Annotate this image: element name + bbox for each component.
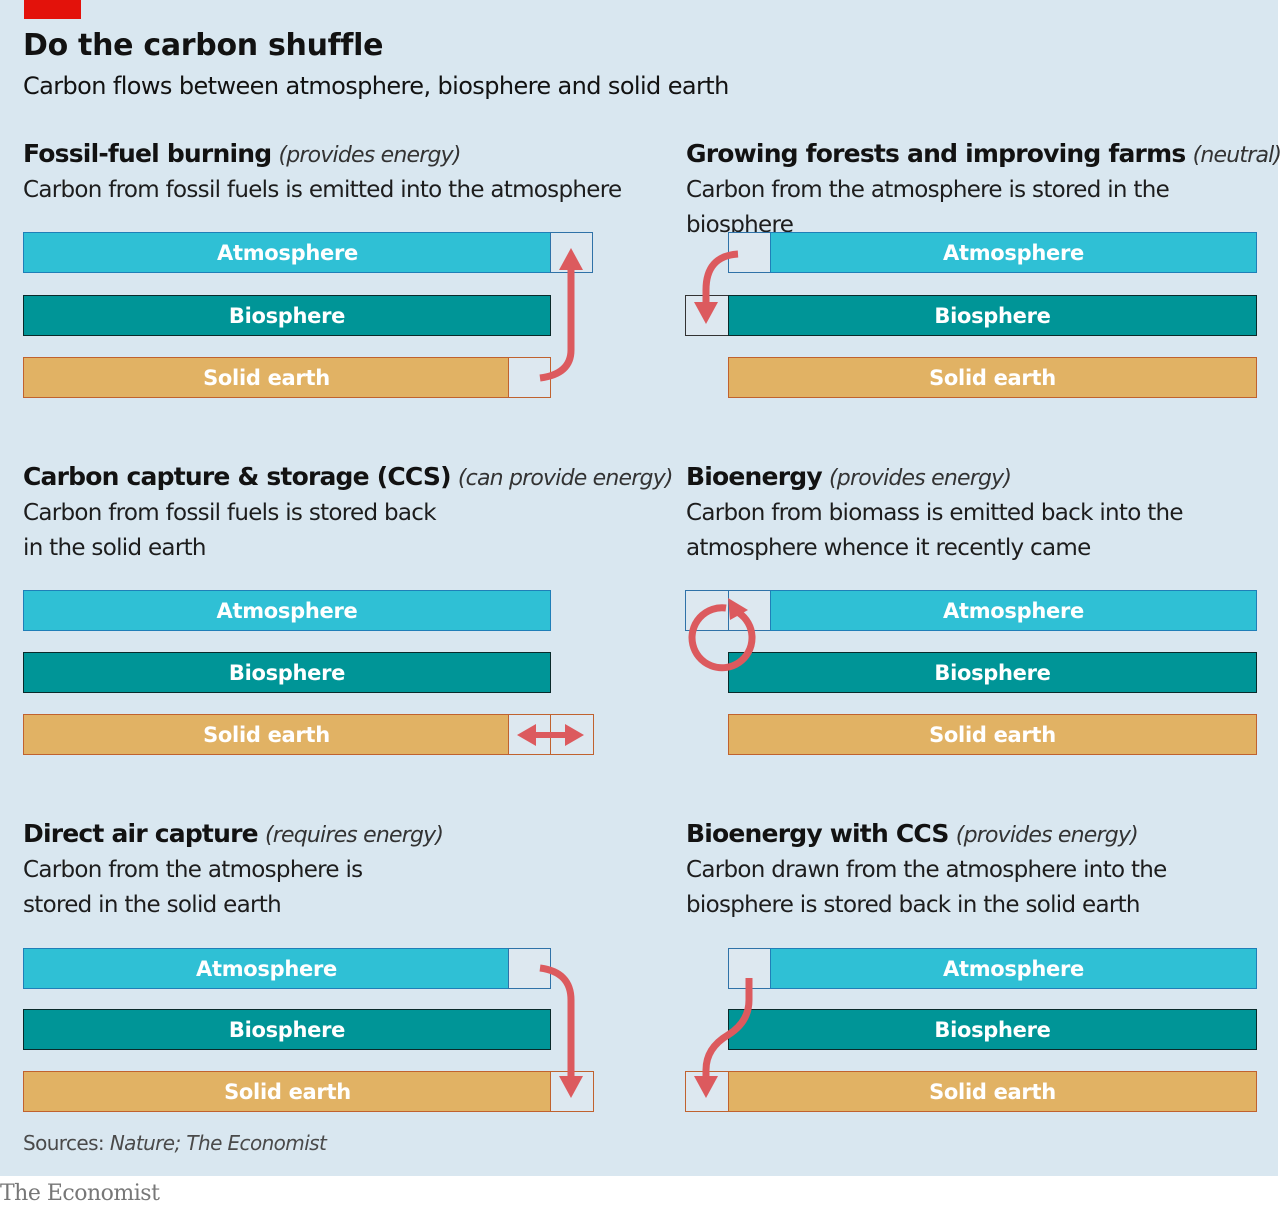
scenario-description: Carbon from fossil fuels is stored back …: [23, 500, 437, 561]
scenario-beccs: Bioenergy with CCS (provides energy) Car…: [686, 817, 1167, 923]
atmosphere-slot: [550, 232, 593, 273]
scenario-description: Carbon from biomass is emitted back into…: [686, 500, 1184, 561]
scenario-heading: Growing forests and improving farms (neu…: [686, 137, 1280, 173]
atmosphere-slot: [685, 590, 730, 631]
scenario-qualifier: (can provide energy): [457, 466, 674, 491]
scenario-qualifier: (requires energy): [264, 823, 444, 848]
biosphere-bar: Biosphere: [23, 1009, 551, 1050]
biosphere-bar: Biosphere: [728, 652, 1257, 693]
scenario-description: Carbon drawn from the atmosphere into th…: [686, 857, 1167, 918]
solid-earth-bar: Solid earth: [728, 714, 1257, 755]
scenario-bioenergy: Bioenergy (provides energy) Carbon from …: [686, 460, 1184, 566]
solid-earth-bar: Solid earth: [23, 714, 510, 755]
scenario-qualifier: (provides energy): [955, 823, 1139, 848]
atmosphere-bar: Atmosphere: [23, 948, 510, 989]
solid-earth-slot: [550, 1071, 594, 1112]
scenario-title: Carbon capture & storage (CCS): [23, 462, 452, 491]
scenario-title: Growing forests and improving farms: [686, 139, 1186, 168]
atmosphere-slot: [728, 948, 772, 989]
atmosphere-bar: Atmosphere: [770, 232, 1257, 273]
scenario-qualifier: (provides energy): [278, 143, 461, 168]
solid-earth-bar: Solid earth: [728, 357, 1257, 398]
scenario-title: Bioenergy: [686, 462, 823, 491]
scenario-title: Bioenergy with CCS: [686, 819, 949, 848]
biosphere-bar: Biosphere: [23, 652, 551, 693]
solid-earth-slot: [685, 1071, 730, 1112]
scenario-heading: Fossil-fuel burning (provides energy): [23, 137, 621, 173]
chart-title: Do the carbon shuffle: [23, 28, 384, 63]
scenario-direct-air-capture: Direct air capture (requires energy) Car…: [23, 817, 444, 923]
scenario-fossil-fuel-burning: Fossil-fuel burning (provides energy) Ca…: [23, 137, 622, 208]
solid-earth-bar: Solid earth: [23, 357, 510, 398]
atmosphere-slot: [728, 232, 772, 273]
solid-earth-bar: Solid earth: [728, 1071, 1257, 1112]
scenario-heading: Direct air capture (requires energy): [23, 817, 444, 853]
biosphere-bar: Biosphere: [728, 295, 1257, 336]
solid-earth-slot: [550, 714, 594, 755]
scenario-growing-forests: Growing forests and improving farms (neu…: [686, 137, 1280, 243]
sources-label: Sources:: [23, 1131, 110, 1155]
atmosphere-bar: Atmosphere: [770, 590, 1257, 631]
biosphere-bar: Biosphere: [23, 295, 551, 336]
biosphere-bar: Biosphere: [728, 1009, 1257, 1050]
chart-subtitle: Carbon flows between atmosphere, biosphe…: [23, 72, 729, 100]
scenario-heading: Carbon capture & storage (CCS) (can prov…: [23, 460, 674, 496]
atmosphere-bar: Atmosphere: [770, 948, 1257, 989]
solid-earth-slot: [508, 714, 552, 755]
brand-logo: The Economist: [0, 1181, 160, 1206]
solid-earth-bar: Solid earth: [23, 1071, 552, 1112]
biosphere-slot: [685, 295, 730, 336]
scenario-heading: Bioenergy with CCS (provides energy): [686, 817, 1167, 853]
economist-red-tag: [24, 0, 81, 19]
atmosphere-bar: Atmosphere: [23, 232, 552, 273]
solid-earth-slot: [508, 357, 551, 398]
scenario-description: Carbon from the atmosphere is stored in …: [23, 857, 363, 918]
sources-list: Nature; The Economist: [109, 1131, 327, 1155]
atmosphere-bar: Atmosphere: [23, 590, 551, 631]
atmosphere-slot: [508, 948, 551, 989]
scenario-description: Carbon from fossil fuels is emitted into…: [23, 177, 622, 203]
scenario-qualifier: (neutral): [1192, 143, 1280, 168]
scenario-heading: Bioenergy (provides energy): [686, 460, 1183, 496]
scenario-title: Fossil-fuel burning: [23, 139, 272, 168]
scenario-ccs: Carbon capture & storage (CCS) (can prov…: [23, 460, 674, 566]
scenario-qualifier: (provides energy): [829, 466, 1012, 491]
atmosphere-slot: [728, 590, 772, 631]
scenario-title: Direct air capture: [23, 819, 259, 848]
sources-note: Sources: Nature; The Economist: [23, 1131, 327, 1155]
